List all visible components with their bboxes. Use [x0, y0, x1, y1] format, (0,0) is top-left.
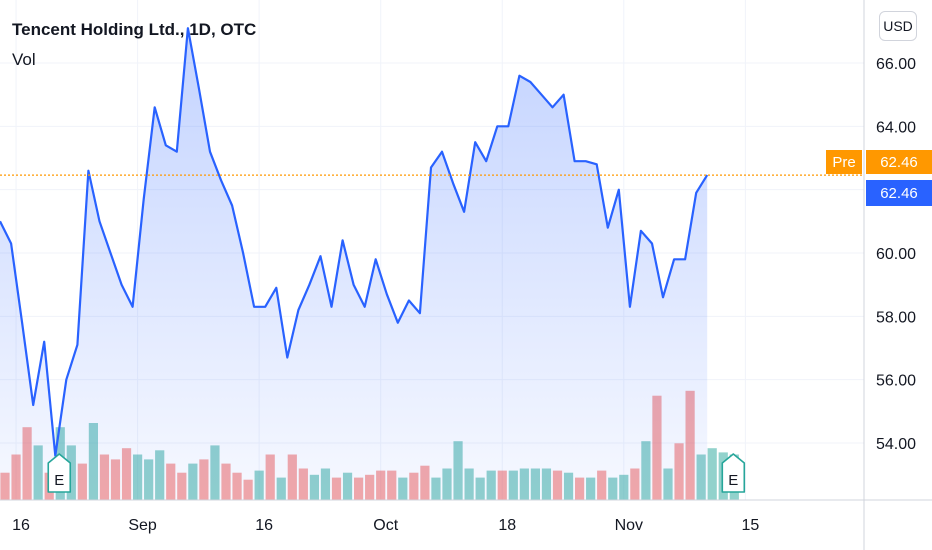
earnings-marker-label: E [728, 472, 738, 489]
earnings-marker-label: E [54, 472, 64, 489]
time-axis-ticks: 16 Sep 16 Oct 18 Nov 15 [12, 517, 759, 534]
time-tick-label: Oct [373, 517, 398, 534]
time-tick-label: Sep [128, 517, 157, 534]
volume-bar [707, 448, 717, 500]
time-tick-label: 16 [255, 517, 273, 534]
premarket-label: Pre [826, 150, 862, 174]
price-tick-label: 58.00 [876, 309, 916, 326]
premarket-price-badge: 62.46 [866, 150, 932, 174]
price-tick-label: 60.00 [876, 246, 916, 263]
price-tick-label: 64.00 [876, 119, 916, 136]
volume-label[interactable]: Vol [12, 50, 36, 69]
symbol-title[interactable]: Tencent Holding Ltd., 1D, OTC [12, 20, 257, 39]
price-line [0, 27, 709, 457]
price-area [0, 27, 864, 500]
currency-button[interactable]: USD [879, 11, 917, 41]
price-tick-label: 54.00 [876, 436, 916, 453]
price-tick-label: 66.00 [876, 56, 916, 73]
price-tick-label: 56.00 [876, 373, 916, 390]
last-price-badge: 62.46 [866, 180, 932, 206]
time-tick-label: Nov [615, 517, 643, 534]
price-area-fill [0, 28, 708, 500]
earnings-marker[interactable]: E [47, 453, 72, 493]
earnings-marker[interactable]: E [721, 453, 746, 493]
time-tick-label: 18 [498, 517, 516, 534]
time-tick-label: 15 [741, 517, 759, 534]
time-tick-label: 16 [12, 517, 30, 534]
